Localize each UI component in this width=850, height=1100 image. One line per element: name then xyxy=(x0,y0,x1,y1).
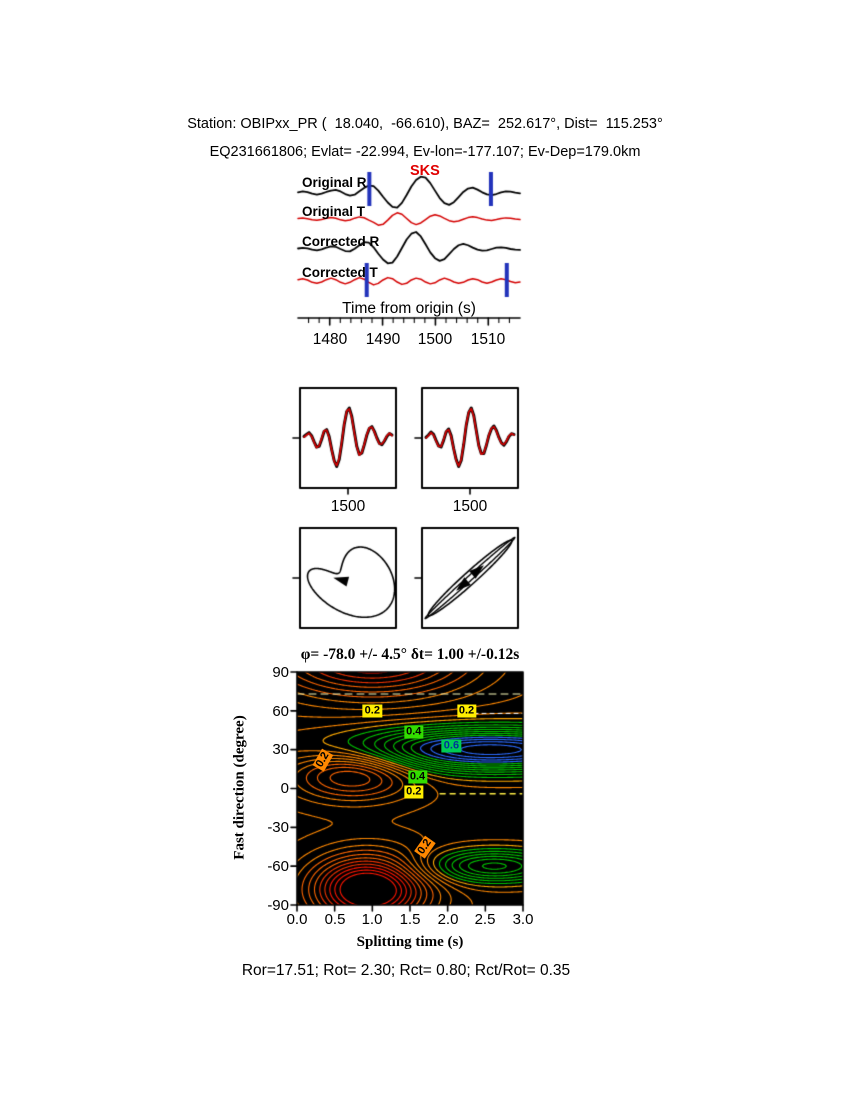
trace-label-corrected-t: Corrected T xyxy=(302,265,378,280)
contour-y-axis-label: Fast direction (degree) xyxy=(231,715,248,860)
contour-xtick-label: 2.0 xyxy=(437,911,459,928)
contour-xtick-label: 0.0 xyxy=(286,911,308,928)
results-footer: Ror=17.51; Rot= 2.30; Rct= 0.80; Rct/Rot… xyxy=(241,962,571,979)
contour-xtick-label: 3.0 xyxy=(512,911,534,928)
contour-xtick-label: 0.5 xyxy=(324,911,346,928)
trace-label-corrected-r: Corrected R xyxy=(302,234,380,249)
time-axis-label: Time from origin (s) xyxy=(342,300,476,317)
time-tick-label: 1490 xyxy=(365,331,401,348)
phase-label: SKS xyxy=(410,163,440,179)
figure-subtitle: EQ231661806; Evlat= -22.994, Ev-lon=-177… xyxy=(209,144,641,160)
contour-label: 0.4 xyxy=(407,770,428,784)
trace-label-original-t: Original T xyxy=(302,204,366,219)
contour-label: 0.2 xyxy=(456,704,477,718)
time-tick-label: 1500 xyxy=(417,331,453,348)
comparison-tick-label: 1500 xyxy=(452,498,488,515)
contour-xtick-label: 1.5 xyxy=(399,911,421,928)
contour-xtick-label: 1.0 xyxy=(361,911,383,928)
contour-ytick-label: 60 xyxy=(272,703,289,720)
contour-ytick-label: 30 xyxy=(272,741,289,758)
contour-ytick-label: -60 xyxy=(267,858,289,875)
contour-ytick-label: -30 xyxy=(267,819,289,836)
contour-ytick-label: 0 xyxy=(280,780,289,797)
time-tick-label: 1510 xyxy=(470,331,506,348)
contour-ytick-label: 90 xyxy=(272,664,289,681)
contour-label: 0.4 xyxy=(404,725,424,739)
contour-title: φ= -78.0 +/- 4.5° δt= 1.00 +/-0.12s xyxy=(300,646,520,663)
contour-label: 0.6 xyxy=(441,739,462,753)
time-tick-label: 1480 xyxy=(312,331,348,348)
trace-label-original-r: Original R xyxy=(302,175,367,190)
contour-xtick-label: 2.5 xyxy=(474,911,496,928)
comparison-tick-label: 1500 xyxy=(330,498,366,515)
contour-ytick-label: -90 xyxy=(267,897,289,914)
contour-x-axis-label: Splitting time (s) xyxy=(356,934,464,950)
contour-label: 0.2 xyxy=(404,785,424,799)
figure-title: Station: OBIPxx_PR ( 18.040, -66.610), B… xyxy=(187,116,663,132)
contour-label: 0.2 xyxy=(362,704,382,718)
